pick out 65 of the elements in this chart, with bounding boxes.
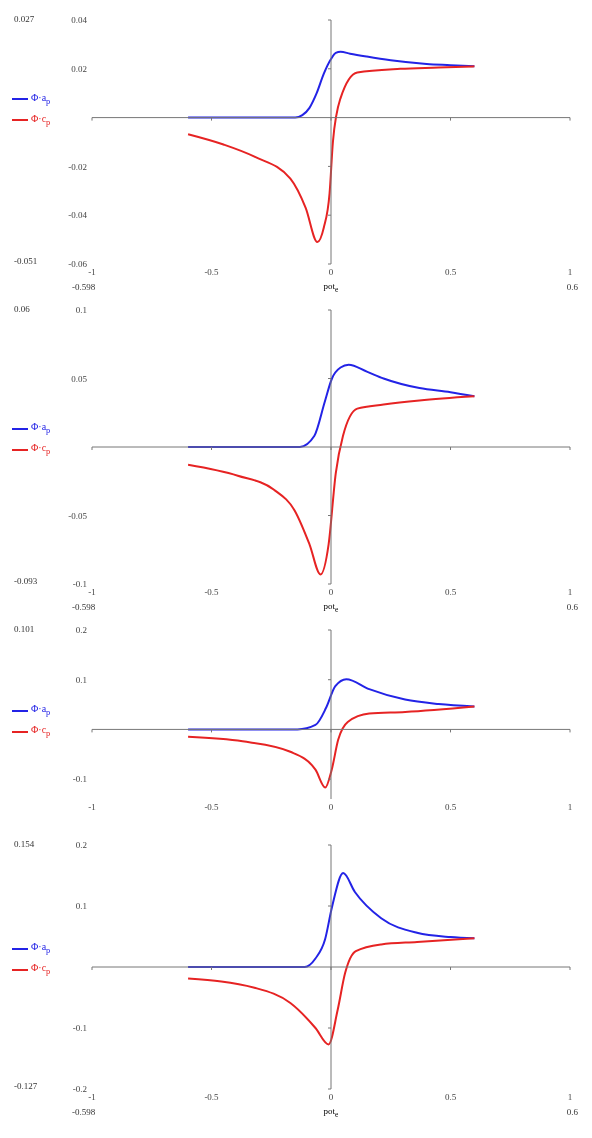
line-series [187,678,476,731]
x-tick-label: 1 [567,587,573,598]
y-tick-label: 0.1 [75,674,87,685]
legend-label: Φ·a$_{p}$ [31,91,51,107]
y-tick-label: 0.2 [75,625,87,636]
y-tick-label: 0.1 [75,305,87,316]
y-tick-label: -0.02 [68,161,87,172]
text: 0.101 [14,624,35,634]
x-axis-title: pot$_{e}$ [322,601,340,614]
x-tick-label: -0.5 [204,587,220,598]
text: 0.06 [14,304,30,314]
x-tick-label: 0 [328,587,334,598]
y-tick-label: -0.04 [68,210,88,221]
text: 0.6 [566,602,578,612]
line-series [187,705,476,789]
legend-label: Φ·c$_{p}$ [31,442,51,457]
text: -0.051 [14,256,38,266]
y-tick-label: -0.1 [72,774,87,785]
y-tick-label: 0.04 [71,15,88,26]
x-tick-label: 1 [567,802,573,813]
x-tick-label: 0.5 [444,587,457,598]
x-tick-label: 0 [328,802,334,813]
x-tick-label: -0.5 [204,267,220,278]
x-tick-label: -1 [88,587,96,598]
y-tick-label: -0.06 [68,259,88,270]
y-tick-label: 0.05 [71,373,88,384]
text: 0.154 [14,839,35,849]
x-tick-label: -1 [88,802,96,813]
x-tick-label: -1 [88,1092,96,1103]
y-tick-label: 0.2 [75,840,87,851]
x-tick-label: -0.5 [204,1092,220,1103]
legend-label: Φ·c$_{p}$ [31,724,51,740]
x-tick-label: 0.5 [444,267,457,278]
x-tick-label: 0.5 [444,1092,457,1103]
x-tick-label: 0.5 [444,802,457,813]
x-tick-label: 0 [328,267,334,278]
y-tick-label: -0.2 [72,1084,87,1095]
legend-label: Φ·c$_{p}$ [31,962,51,977]
text: 0.027 [14,14,35,24]
x-axis-title: pot$_{e}$ [322,1106,340,1119]
line-series [187,65,476,244]
text: -0.598 [72,602,96,612]
y-tick-label: 0.1 [75,901,87,912]
text: 0.6 [566,1107,578,1117]
line-series [187,937,476,1046]
text: -0.127 [14,1081,38,1091]
x-tick-label: 1 [567,267,573,278]
x-tick-label: -1 [88,267,96,278]
text: -0.093 [14,576,38,586]
legend-label: Φ·a$_{p}$ [31,421,51,436]
y-tick-label: -0.05 [68,510,88,521]
text: 0.6 [566,282,578,292]
x-tick-label: -0.5 [204,802,220,813]
y-tick-label: -0.1 [72,579,87,590]
legend-label: Φ·a$_{p}$ [31,703,51,719]
y-tick-label: -0.1 [72,1023,87,1034]
text: -0.598 [72,282,96,292]
legend-label: Φ·c$_{p}$ [31,112,51,128]
x-tick-label: 1 [567,1092,573,1103]
legend-label: Φ·a$_{p}$ [31,941,51,956]
line-series [187,395,476,576]
text: -0.598 [72,1107,96,1117]
x-axis-title: pot$_{e}$ [322,281,340,294]
y-tick-label: 0.02 [71,63,87,74]
x-tick-label: 0 [328,1092,334,1103]
